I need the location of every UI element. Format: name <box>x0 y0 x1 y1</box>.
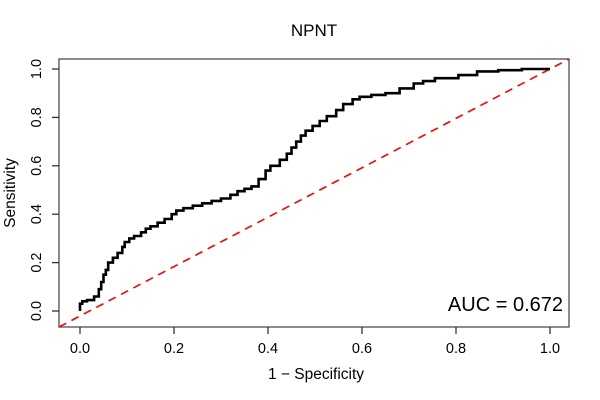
auc-annotation: AUC = 0.672 <box>448 294 563 316</box>
x-tick-label: 1.0 <box>540 341 560 357</box>
y-tick-label: 1.0 <box>29 59 45 79</box>
y-tick-label: 0.4 <box>29 204 45 224</box>
plot-box <box>58 58 570 328</box>
y-axis-label: Sensitivity <box>2 158 19 228</box>
y-tick-label: 0.6 <box>29 156 45 176</box>
x-tick-label: 0.8 <box>446 341 466 357</box>
x-axis-ticks: 0.0 0.2 0.4 0.6 0.8 1.0 <box>70 327 560 357</box>
x-tick-label: 0.0 <box>70 341 90 357</box>
x-tick-label: 0.6 <box>352 341 372 357</box>
y-axis-ticks: 0.0 0.2 0.4 0.6 0.8 1.0 <box>29 59 59 321</box>
y-tick-label: 0.0 <box>29 301 45 321</box>
x-tick-label: 0.4 <box>258 341 278 357</box>
x-tick-label: 0.2 <box>164 341 184 357</box>
x-axis-label: 1 − Specificity <box>268 366 364 383</box>
chart-title: NPNT <box>291 21 337 40</box>
y-tick-label: 0.8 <box>29 107 45 127</box>
y-tick-label: 0.2 <box>29 253 45 273</box>
chance-diagonal-line <box>58 58 570 328</box>
roc-curve <box>78 67 550 311</box>
